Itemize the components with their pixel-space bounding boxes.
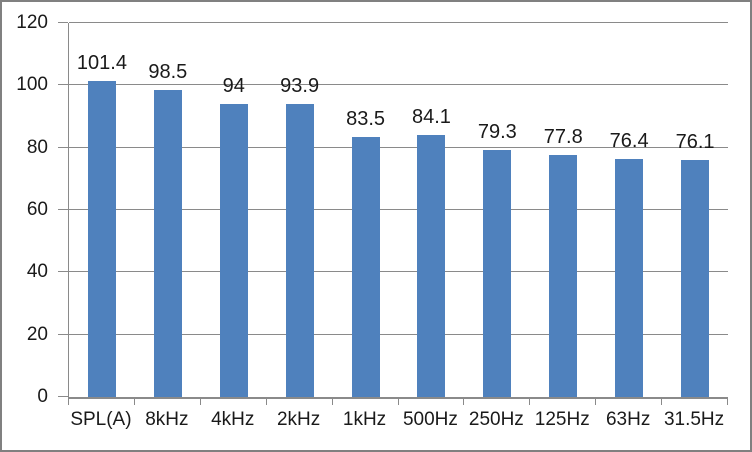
bar-value-label-31.5Hz: 76.1 [675, 131, 715, 153]
x-axis-tick-0 [68, 399, 69, 405]
bar-value-label-SPL(A): 101.4 [76, 52, 127, 74]
bar-value-label-500Hz: 84.1 [411, 106, 451, 128]
gridline-y-80 [69, 146, 728, 148]
x-axis-category-label-31.5Hz: 31.5Hz [663, 409, 725, 430]
x-axis-tick-1 [133, 399, 135, 405]
x-axis-tick-3 [265, 399, 267, 405]
x-axis-category-label-125Hz: 125Hz [534, 409, 590, 430]
bar-value-label-2kHz: 93.9 [280, 75, 320, 97]
x-axis-tick-2 [199, 399, 201, 405]
bar-value-label-8kHz: 98.5 [148, 61, 188, 83]
y-axis-tick-label-100: 100 [16, 74, 48, 96]
x-axis-tick-4 [331, 399, 333, 405]
y-axis-tick-label-120: 120 [16, 12, 48, 33]
x-axis-tick-10 [727, 399, 728, 405]
x-axis-tick-8 [595, 399, 597, 405]
x-axis-tick-6 [463, 399, 465, 405]
x-axis-tick-5 [397, 399, 399, 405]
bar-63Hz [615, 159, 644, 397]
y-axis-tick-label-40: 40 [26, 261, 48, 283]
bar-2kHz [285, 104, 314, 397]
x-axis-category-label-SPL(A): SPL(A) [70, 409, 132, 430]
x-axis-category-label-4kHz: 4kHz [211, 409, 255, 430]
y-axis-tick-20 [58, 333, 68, 335]
bar-4kHz [219, 104, 248, 397]
y-axis-tick-100 [58, 84, 68, 86]
y-axis-tick-60 [58, 209, 68, 210]
bar-125Hz [549, 155, 578, 397]
x-axis-category-label-63Hz: 63Hz [605, 409, 651, 430]
y-axis-tick-label-60: 60 [26, 199, 48, 220]
x-axis-tick-7 [529, 399, 531, 405]
bar-8kHz [153, 90, 182, 397]
y-axis-tick-label-20: 20 [26, 323, 48, 345]
plot-area: 101.4 98.5 94 93.9 83.5 84.1 79.3 77.8 76.4 76.1 [68, 22, 728, 399]
y-axis-tick-120 [58, 22, 68, 23]
x-axis-category-label-500Hz: 500Hz [402, 409, 458, 430]
gridline-y-100 [69, 84, 728, 86]
bar-500Hz [417, 135, 446, 397]
y-axis-tick-label-0: 0 [37, 386, 48, 407]
bar-31.5Hz [681, 160, 710, 397]
bar-1kHz [351, 137, 380, 397]
bar-value-label-63Hz: 76.4 [609, 130, 649, 152]
x-axis-tick-9 [661, 399, 663, 405]
bar-value-label-4kHz: 94 [222, 75, 245, 97]
bar-SPL(A) [87, 81, 116, 397]
bar-250Hz [483, 150, 512, 397]
x-axis-category-label-8kHz: 8kHz [145, 409, 189, 430]
x-axis-category-label-1kHz: 1kHz [342, 409, 387, 430]
gridline-y-120 [69, 22, 728, 23]
bar-value-label-1kHz: 83.5 [346, 108, 386, 130]
gridline-y-20 [69, 333, 728, 335]
x-axis-category-label-2kHz: 2kHz [276, 409, 321, 430]
y-axis-tick-0 [58, 396, 68, 397]
y-axis-tick-80 [58, 146, 68, 148]
gridline-y-60 [69, 209, 728, 210]
x-axis-category-label-250Hz: 250Hz [468, 409, 524, 430]
bar-value-label-125Hz: 77.8 [543, 126, 583, 148]
bar-value-label-250Hz: 79.3 [477, 121, 517, 143]
gridline-y-40 [69, 271, 728, 273]
y-axis-tick-label-80: 80 [26, 136, 48, 158]
y-axis-tick-40 [58, 271, 68, 273]
